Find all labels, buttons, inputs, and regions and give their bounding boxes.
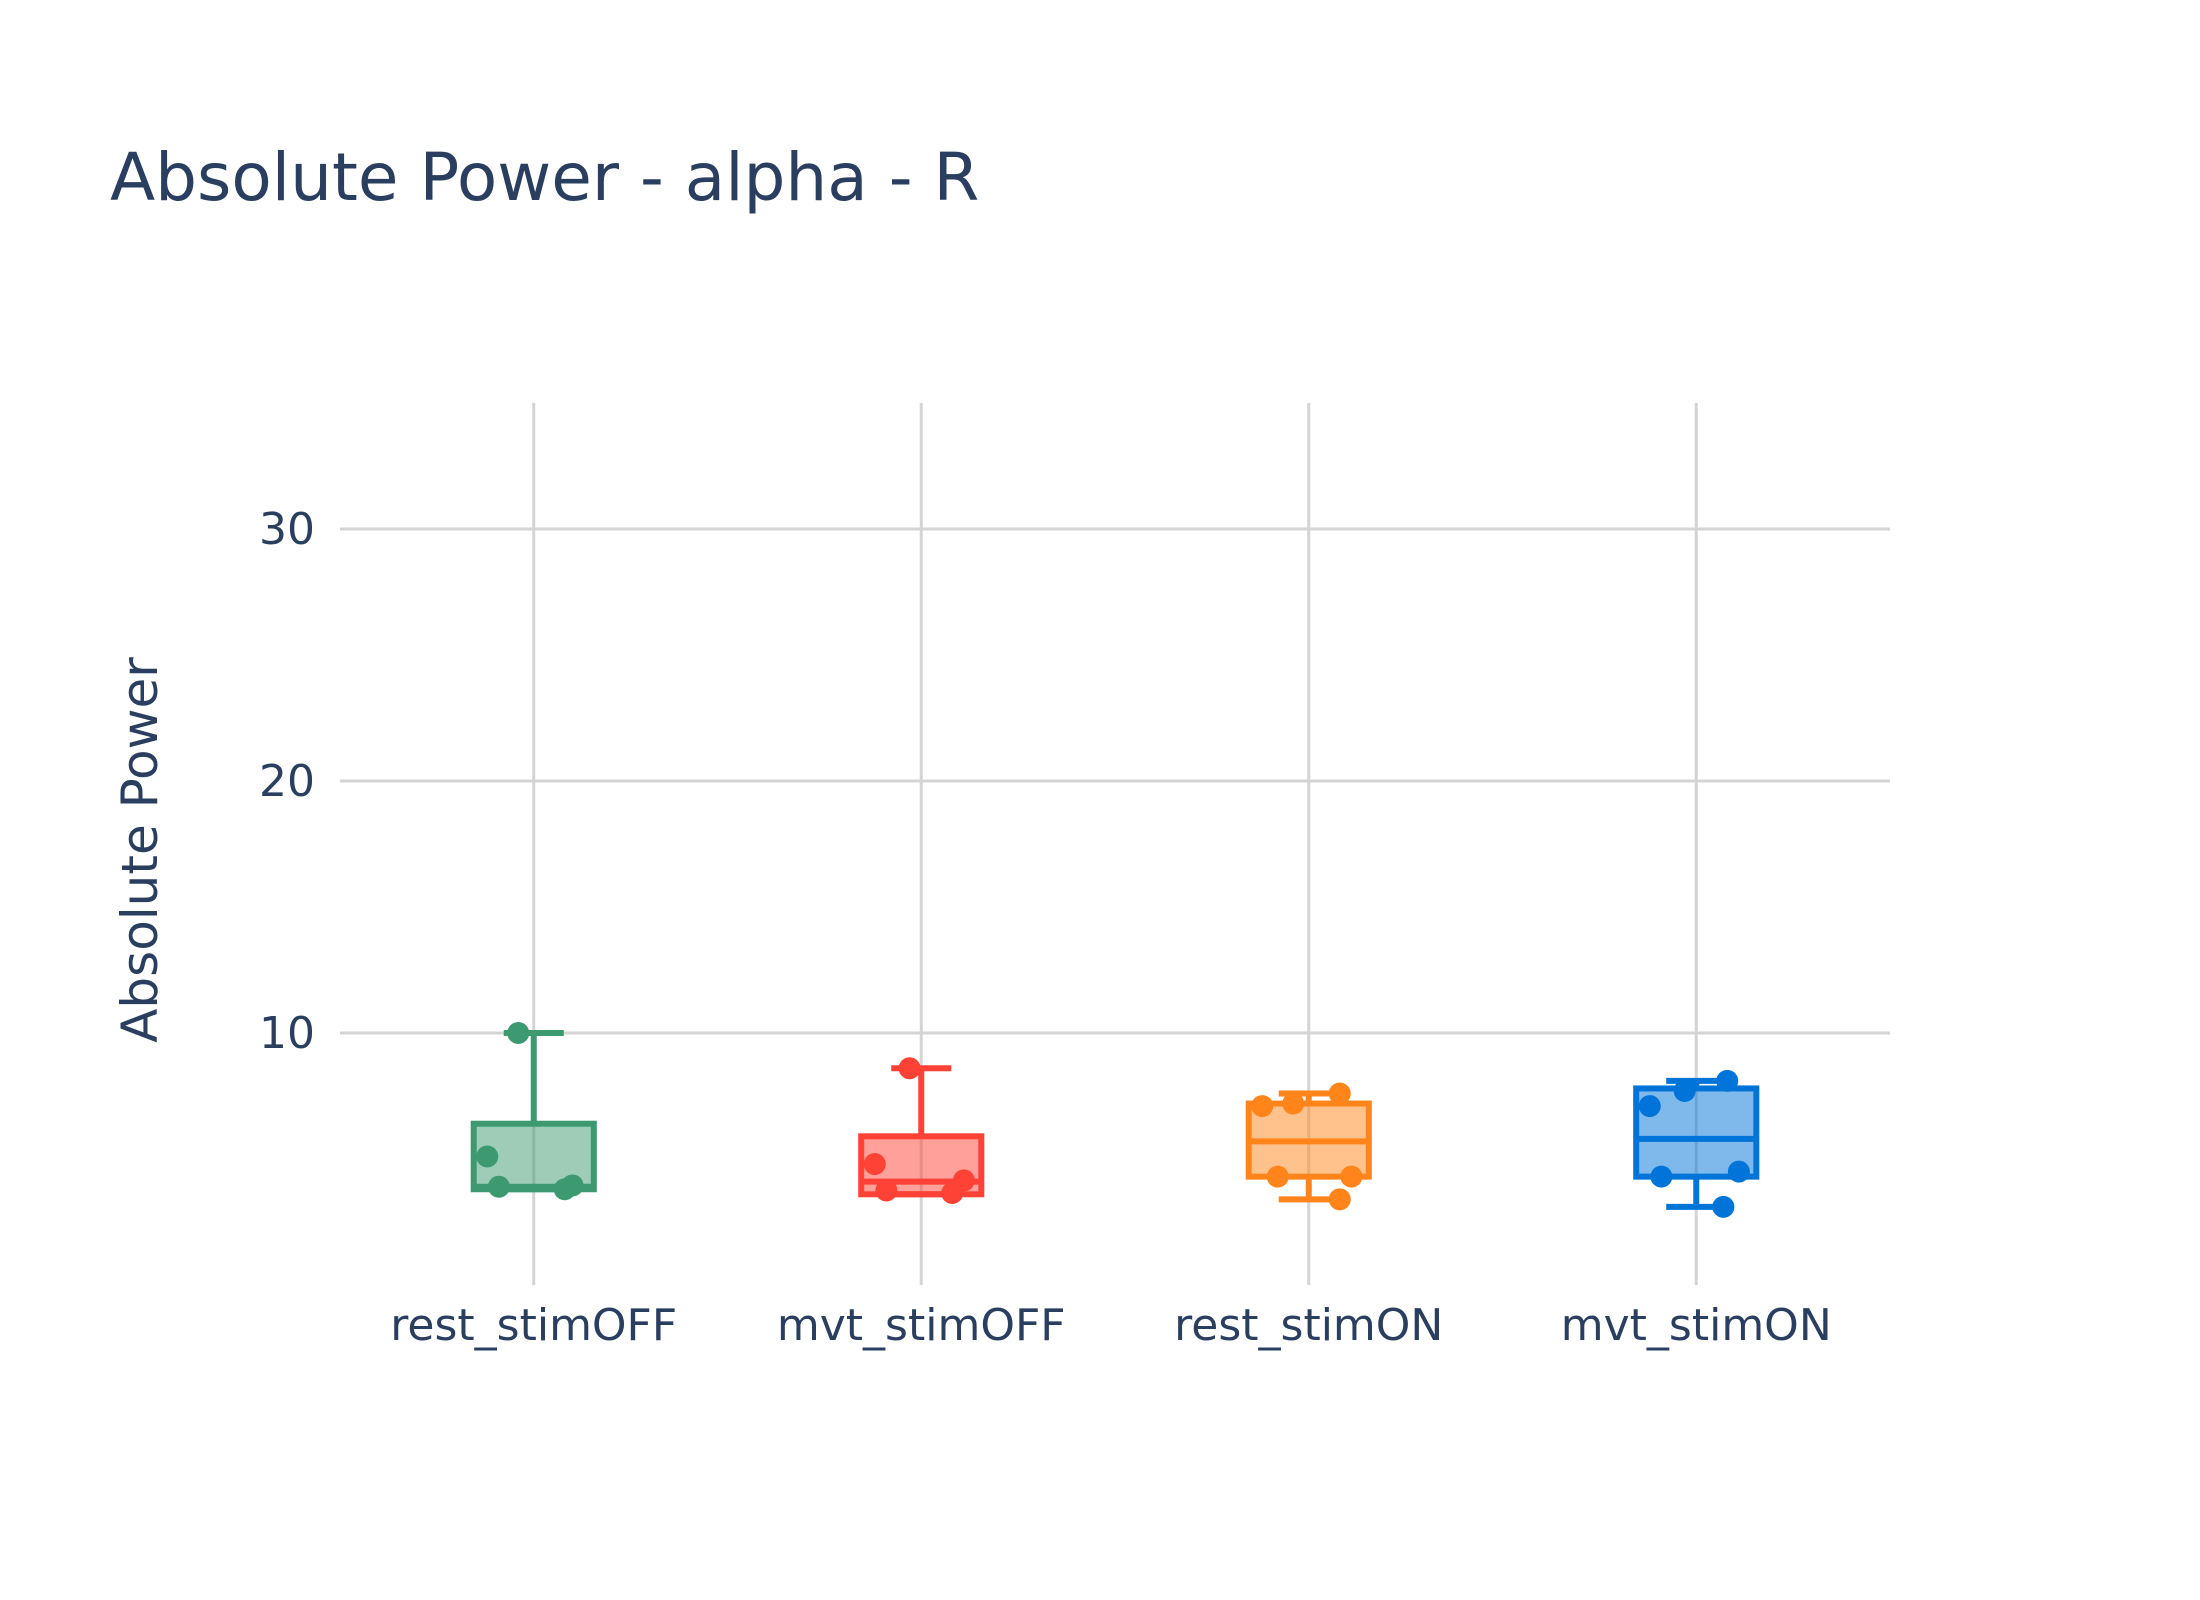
x-tick-label: rest_stimOFF [390,1300,677,1351]
data-point [863,1153,886,1176]
box-rest_stimOFF [470,1022,597,1201]
data-point [875,1179,898,1202]
data-point [1727,1160,1750,1183]
data-point [1266,1165,1289,1188]
x-tick-label: mvt_stimON [1561,1300,1832,1351]
box-rest_stimON [1245,1082,1372,1211]
data-point [1340,1165,1363,1188]
data-point [1716,1069,1739,1092]
data-point [507,1022,530,1044]
box-mvt_stimON [1633,1069,1760,1218]
data-point [898,1057,921,1080]
data-point [476,1145,499,1168]
data-point [1712,1195,1735,1218]
data-point [1673,1079,1696,1102]
y-tick-label: 30 [259,504,315,555]
boxes [470,1022,1760,1218]
y-axis-title: Absolute Power [111,657,169,1043]
data-point [1638,1095,1661,1118]
axis-ticks: 10 20 30 rest_stimOFF mvt_stimOFF rest_stimON… [259,504,1832,1351]
box-mvt_stimOFF [858,1057,985,1205]
data-point [487,1175,510,1198]
data-point [561,1174,584,1197]
data-point [1328,1188,1351,1211]
x-tick-label: rest_stimON [1174,1300,1443,1351]
data-point [1328,1082,1351,1105]
chart-title: Absolute Power - alpha - R [110,139,979,216]
y-tick-label: 10 [259,1008,315,1059]
data-point [1251,1095,1274,1118]
data-point [952,1169,975,1192]
data-point [1282,1092,1305,1115]
data-point [1650,1165,1673,1188]
y-tick-label: 20 [259,756,315,807]
x-tick-label: mvt_stimOFF [777,1300,1066,1351]
grid [340,403,1890,1285]
